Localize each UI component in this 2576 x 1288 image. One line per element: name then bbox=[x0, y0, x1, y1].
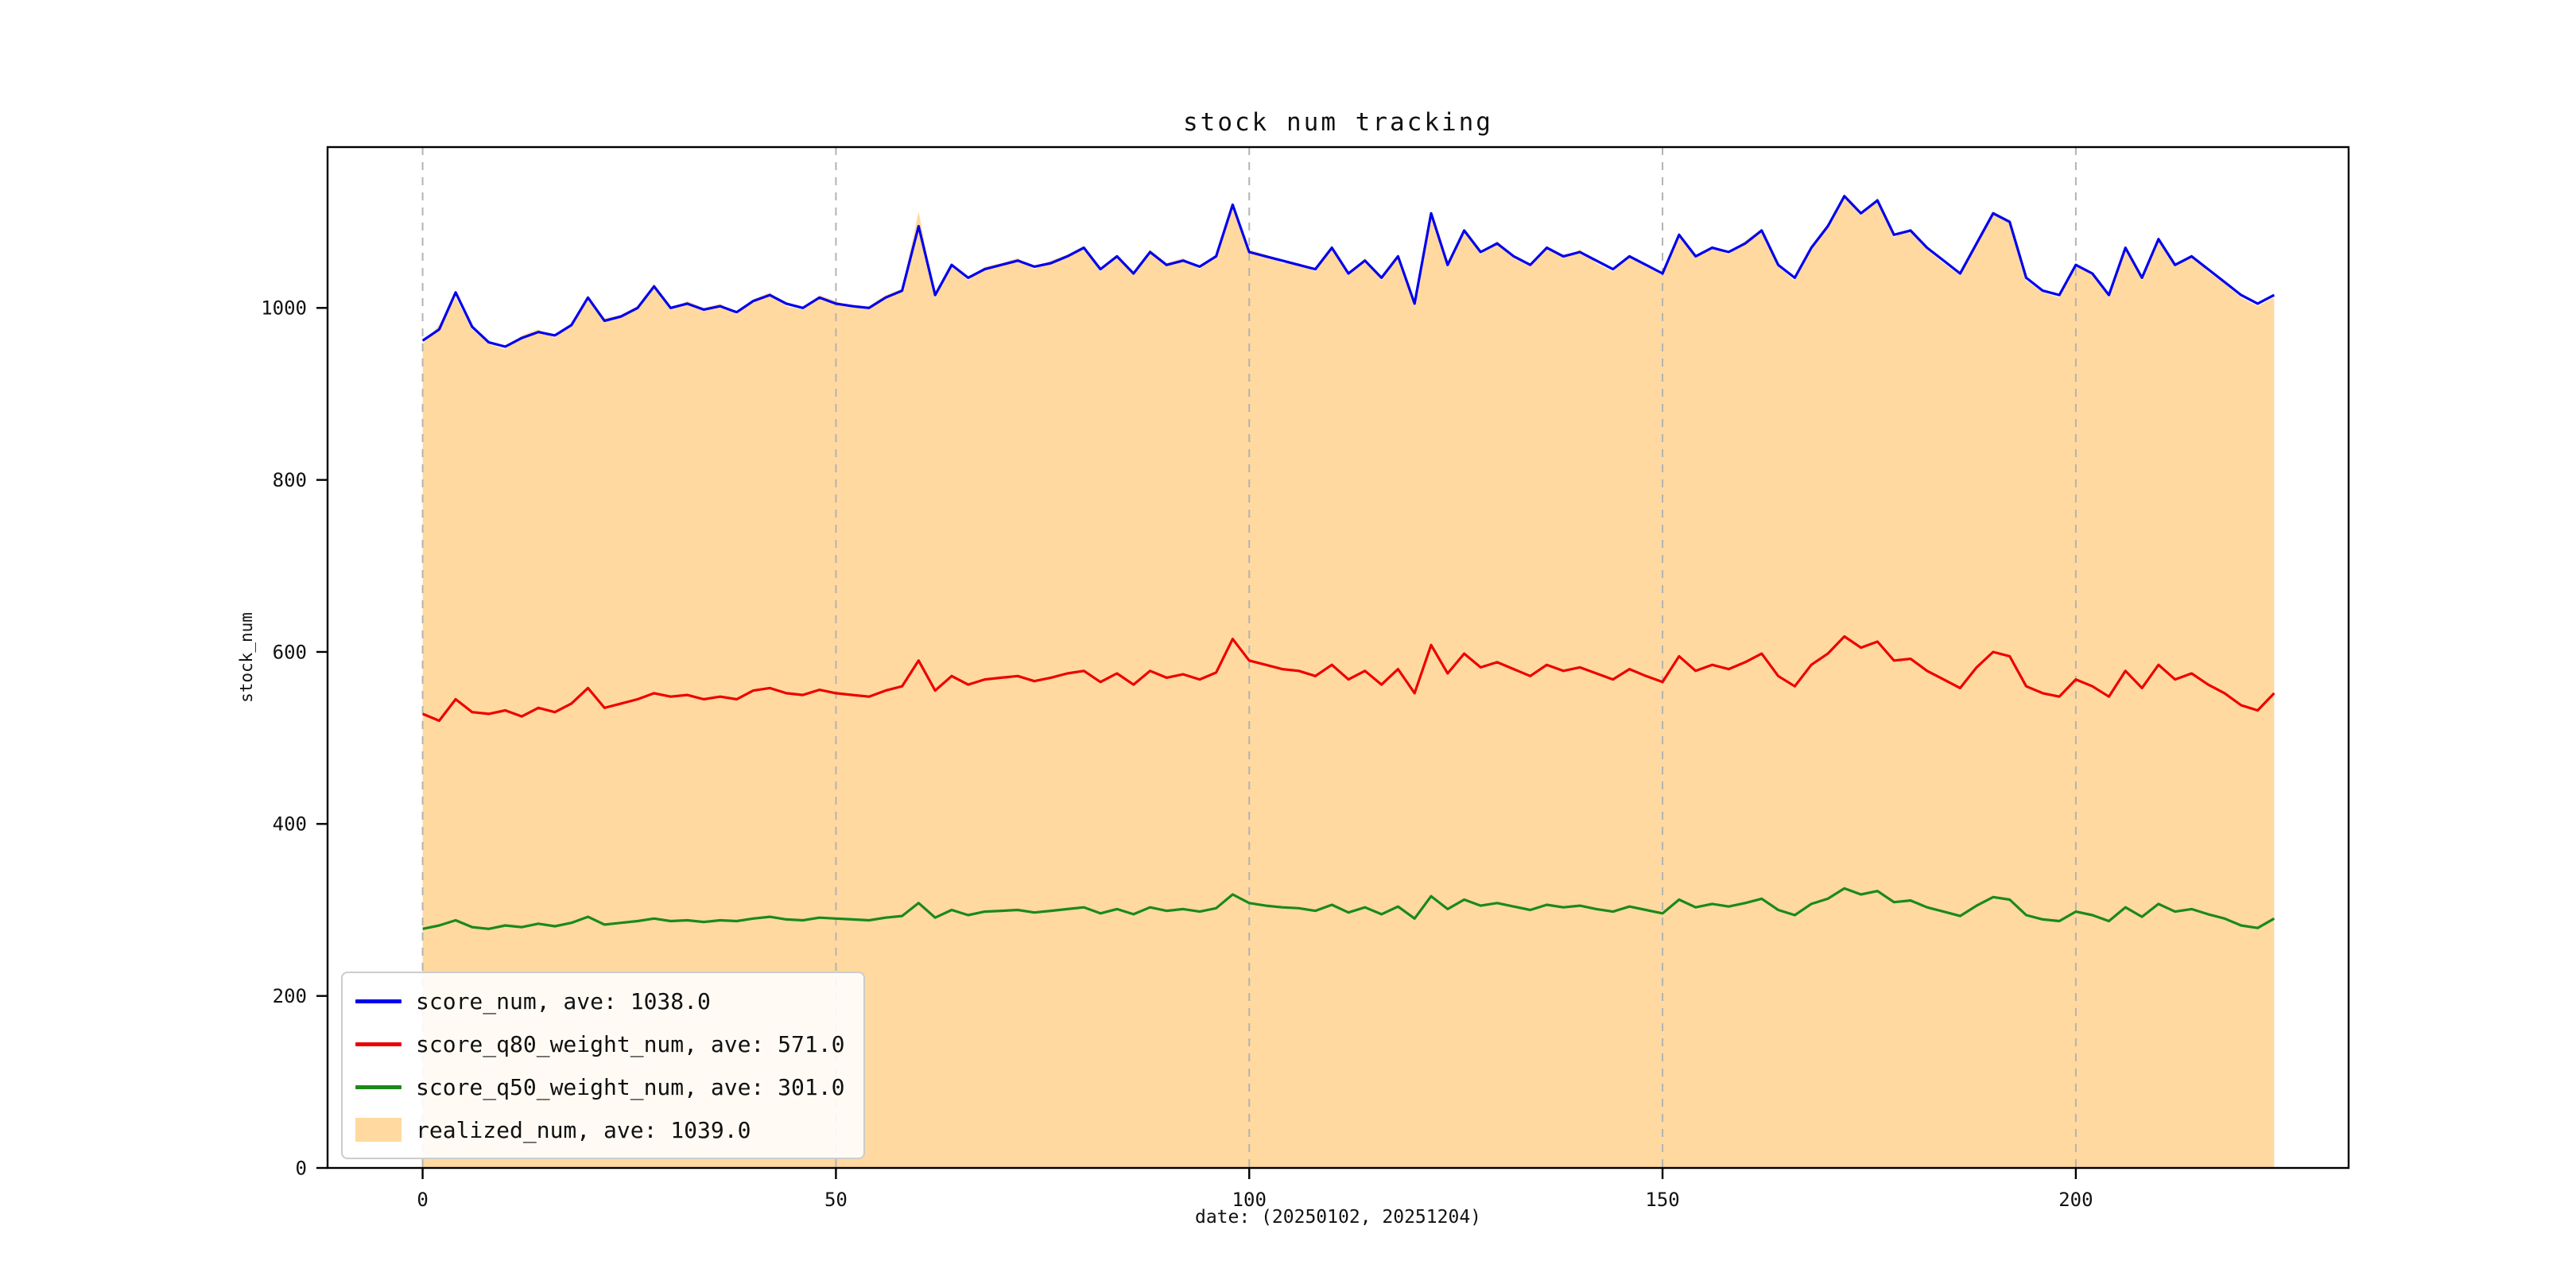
y-tick-label: 1000 bbox=[261, 297, 307, 320]
x-tick-label: 200 bbox=[2058, 1189, 2093, 1211]
series-line-score_num bbox=[421, 195, 2275, 348]
legend-label: score_num, ave: 1038.0 bbox=[416, 987, 711, 1014]
chart-title: stock num tracking bbox=[1183, 108, 1493, 137]
x-axis-label: date: (20250102, 20251204) bbox=[1194, 1207, 1482, 1228]
legend-line-swatch-red bbox=[355, 1042, 402, 1046]
y-tick-label: 400 bbox=[273, 813, 307, 836]
legend-line-swatch-green bbox=[355, 1084, 402, 1089]
legend-label: score_q80_weight_num, ave: 571.0 bbox=[416, 1030, 845, 1057]
y-axis-label: stock_num bbox=[237, 612, 256, 703]
legend-item-score-q80: score_q80_weight_num, ave: 571.0 bbox=[355, 1026, 844, 1062]
y-tick-label: 200 bbox=[273, 985, 307, 1007]
legend-label: realized_num, ave: 1039.0 bbox=[416, 1116, 751, 1143]
y-tick-label: 600 bbox=[273, 641, 307, 663]
y-tick-label: 800 bbox=[273, 469, 307, 491]
y-tick-label: 0 bbox=[296, 1157, 307, 1179]
x-tick-label: 0 bbox=[417, 1189, 428, 1211]
plot-border bbox=[326, 145, 2350, 1170]
x-tick-label: 50 bbox=[824, 1189, 848, 1211]
legend-item-realized: realized_num, ave: 1039.0 bbox=[355, 1111, 844, 1148]
legend-line-swatch-blue bbox=[355, 999, 402, 1003]
legend-area-swatch-orange bbox=[355, 1118, 402, 1142]
legend-item-score-num: score_num, ave: 1038.0 bbox=[355, 983, 844, 1019]
x-tick-label: 150 bbox=[1645, 1189, 1679, 1211]
x-tick-label: 100 bbox=[1232, 1189, 1267, 1211]
legend-label: score_q50_weight_num, ave: 301.0 bbox=[416, 1073, 845, 1100]
legend: score_num, ave: 1038.0 score_q80_weight_… bbox=[341, 972, 866, 1159]
area-realized_num bbox=[422, 194, 2275, 1168]
series-line-score_q50_weight_num bbox=[422, 886, 2275, 930]
series-line-score_q80_weight_num bbox=[421, 634, 2275, 723]
legend-item-score-q50: score_q50_weight_num, ave: 301.0 bbox=[355, 1069, 844, 1105]
